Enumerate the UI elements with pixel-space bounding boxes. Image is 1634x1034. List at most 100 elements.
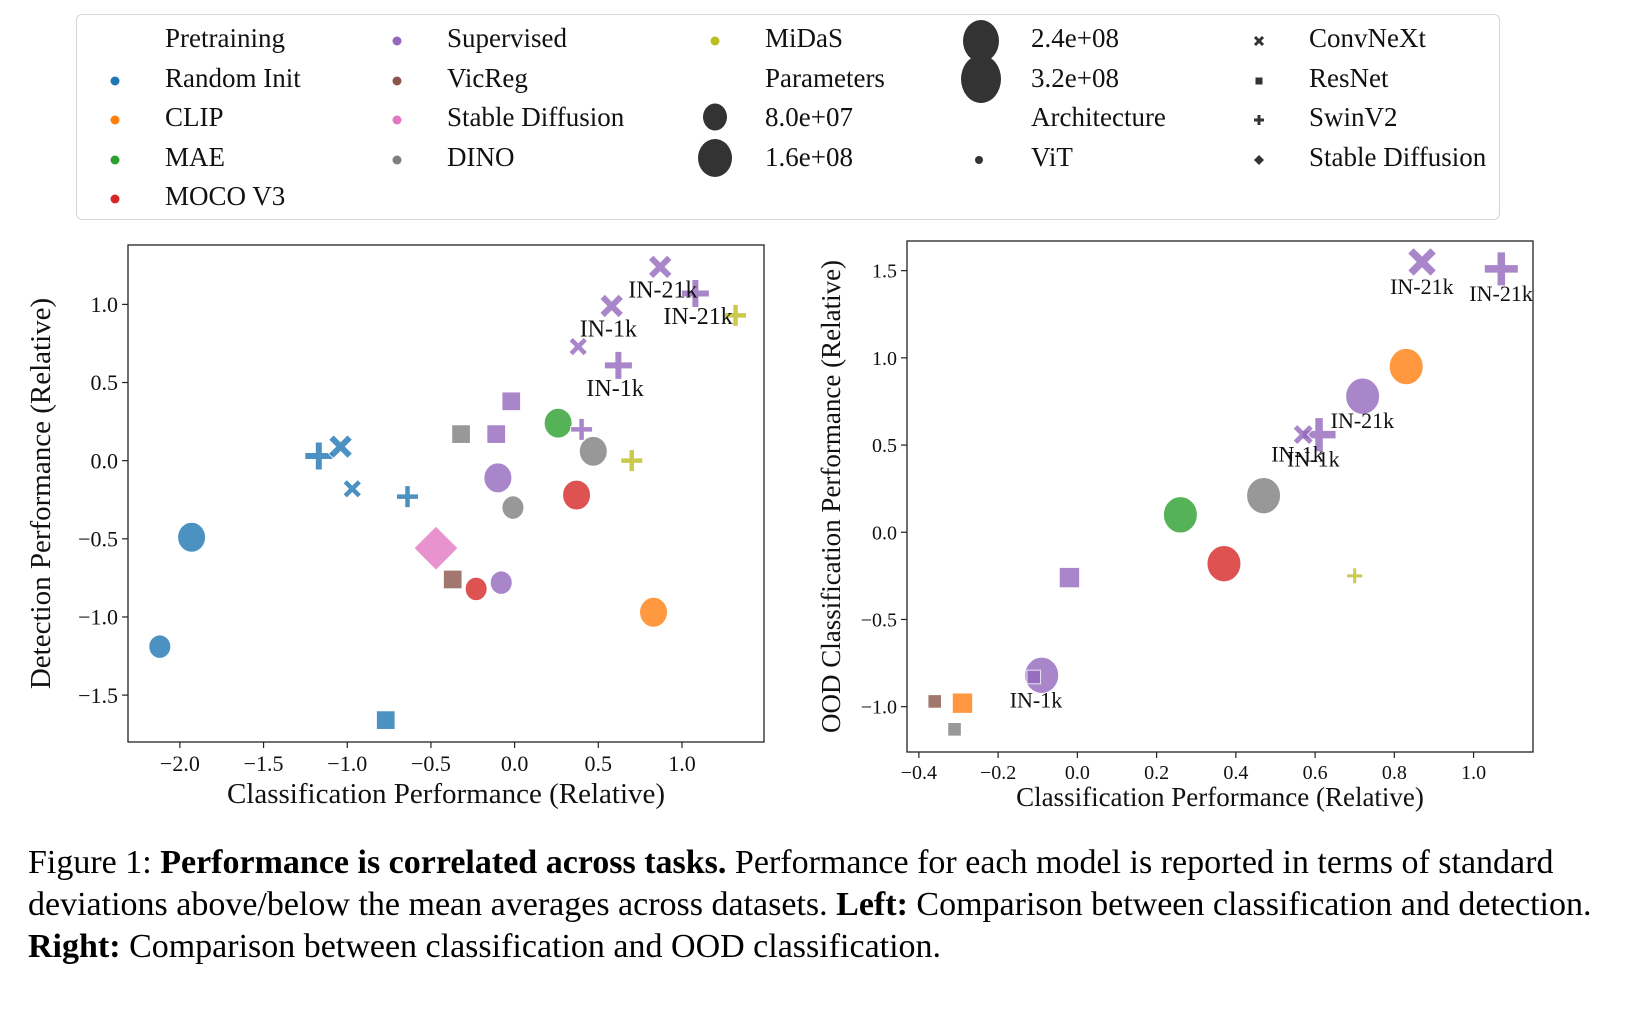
- left-point-random-init-x: [342, 478, 363, 499]
- left-point-random-init-circle: [177, 521, 207, 553]
- legend-marker-size-3_2e8: [961, 55, 1001, 103]
- legend-label-resnet: ResNet: [1309, 63, 1389, 93]
- legend-marker-mae: [110, 155, 120, 165]
- legend-label-size-8e7: 8.0e+07: [765, 102, 853, 132]
- left-point-supervised-square: [501, 391, 522, 412]
- left-point-dino-square: [451, 424, 471, 444]
- left-ytick-label: 0.0: [91, 448, 119, 473]
- left-ytick-label: −1.0: [78, 605, 118, 630]
- legend-label-vicreg: VicReg: [447, 63, 528, 93]
- legend-marker-swinv2: [1254, 115, 1264, 125]
- left-point-dino-circle: [578, 435, 608, 467]
- legend-label-moco-v3: MOCO V3: [165, 181, 286, 211]
- right-annotation-in-1k: IN-1k: [1287, 447, 1340, 472]
- right-annotation-in-1k: IN-1k: [1271, 442, 1324, 467]
- legend-marker-supervised: [392, 36, 402, 46]
- right-ytick-label: −0.5: [861, 609, 897, 631]
- right-annotation-in-21k: IN-21k: [1469, 281, 1533, 306]
- left-point-supervised-circle: [483, 462, 513, 494]
- left-point-mae-circle: [543, 407, 573, 439]
- right-ytick-label: 1.5: [872, 261, 897, 283]
- left-annotation-in-21k: IN-21k: [663, 304, 732, 330]
- left-point-supervised-plus: [680, 278, 710, 308]
- legend-marker-size-8e7: [703, 103, 727, 131]
- right-xtick-label: 0.4: [1223, 762, 1248, 784]
- left-ytick-label: −1.5: [78, 683, 118, 708]
- right-point-dino-circle: [1246, 476, 1282, 515]
- left-point-moco-v3-circle: [464, 576, 488, 602]
- left-point-random-init-square: [375, 710, 396, 730]
- right-ytick-label: 1.0: [872, 348, 897, 370]
- left-y-axis-label: Detection Performance (Relative): [25, 298, 57, 689]
- legend-marker-vit: [975, 156, 983, 164]
- right-ytick-label: −1.0: [861, 697, 897, 719]
- left-point-vicreg-square: [442, 569, 463, 590]
- legend-label-stable-diffusion: Stable Diffusion: [447, 102, 625, 132]
- left-xtick-label: 0.0: [501, 751, 529, 776]
- left-annotation-in-1k: IN-1k: [586, 376, 643, 402]
- left-xtick-label: −2.0: [160, 751, 200, 776]
- left-point-dino-circle: [501, 495, 525, 520]
- legend-marker-size-1_6e8: [698, 139, 732, 177]
- left-ytick-label: −0.5: [78, 527, 118, 552]
- legend-marker-resnet: [1255, 77, 1263, 85]
- right-point-clip-circle: [1388, 347, 1424, 386]
- left-point-midas-plus: [724, 303, 748, 327]
- legend-marker-stable-diffusion: [392, 115, 402, 125]
- left-annotation-in-21k: IN-21k: [628, 277, 697, 303]
- caption-prefix: Figure 1:: [28, 844, 161, 881]
- legend-title-architecture: Architecture: [1031, 102, 1166, 132]
- right-point-supervised-square: [1026, 669, 1042, 685]
- left-xtick-label: −1.0: [327, 751, 367, 776]
- legend-marker-random-init: [110, 76, 120, 86]
- left-point-stable-diffusion-diamond: [413, 525, 459, 571]
- right-point-clip-square: [951, 692, 974, 714]
- right-axes-frame: [906, 240, 1534, 753]
- legend-marker-moco-v3: [110, 194, 120, 204]
- right-x-axis-label: Classification Performance (Relative): [1016, 782, 1424, 812]
- right-point-mae-circle: [1162, 496, 1198, 534]
- left-point-clip-circle: [639, 596, 669, 628]
- left-point-random-init-plus: [396, 485, 420, 509]
- right-xtick-label: 1.0: [1461, 762, 1486, 784]
- left-annotation-in-1k: IN-1k: [580, 316, 637, 342]
- right-ytick-label: 0.0: [872, 522, 897, 544]
- left-point-supervised-x: [599, 293, 625, 319]
- right-xtick-label: −0.2: [980, 762, 1016, 784]
- right-point-vicreg-square: [927, 694, 943, 709]
- left-point-supervised-plus: [570, 417, 594, 441]
- right-xtick-label: 0.2: [1144, 762, 1169, 784]
- legend-label-clip: CLIP: [165, 102, 224, 132]
- left-point-midas-plus: [620, 449, 644, 473]
- left-xtick-label: −1.5: [244, 751, 284, 776]
- left-x-axis-label: Classification Performance (Relative): [227, 778, 665, 810]
- left-point-supervised-x: [568, 336, 589, 357]
- chart-left-classification-vs-detection: −2.0 −1.5 −1.0 −0.5 0.0 0.5 1.0 −1.5 −1.0 −0.5 0.0…: [25, 244, 765, 810]
- legend: Pretraining Random Init CLIP MAE MOCO V3…: [76, 14, 1500, 220]
- legend-label-vit: ViT: [1031, 142, 1073, 172]
- left-ytick-label: 1.0: [91, 292, 119, 317]
- left-point-random-init-circle: [148, 634, 172, 659]
- right-point-supervised-square: [1058, 566, 1081, 589]
- legend-label-convnext: ConvNeXt: [1309, 23, 1426, 53]
- legend-marker-clip: [110, 115, 120, 125]
- legend-marker-dino: [392, 155, 402, 165]
- legend-marker-midas: [710, 36, 720, 46]
- right-point-dino-square: [947, 722, 962, 737]
- left-point-supervised-square: [486, 424, 507, 444]
- right-point-supervised-plus: [1483, 251, 1519, 287]
- right-point-supervised-circle: [1024, 656, 1060, 694]
- legend-marker-convnext: [1253, 35, 1265, 47]
- legend-label-dino: DINO: [447, 142, 515, 172]
- left-xtick-label: −0.5: [411, 751, 451, 776]
- legend-label-size-3_2e8: 3.2e+08: [1031, 63, 1119, 93]
- caption-bold-left: Left:: [836, 886, 908, 923]
- legend-label-size-2_4e8: 2.4e+08: [1031, 23, 1119, 53]
- right-point-midas-plus: [1346, 567, 1364, 585]
- caption-text-1: Performance for each model is reported i…: [28, 844, 1554, 923]
- caption-text-3: Comparison between classification and OO…: [120, 928, 942, 965]
- left-point-supervised-x: [647, 254, 673, 280]
- legend-label-mae: MAE: [165, 142, 225, 172]
- left-point-random-init-plus: [304, 441, 334, 471]
- right-annotation-in-21k: IN-21k: [1331, 408, 1395, 433]
